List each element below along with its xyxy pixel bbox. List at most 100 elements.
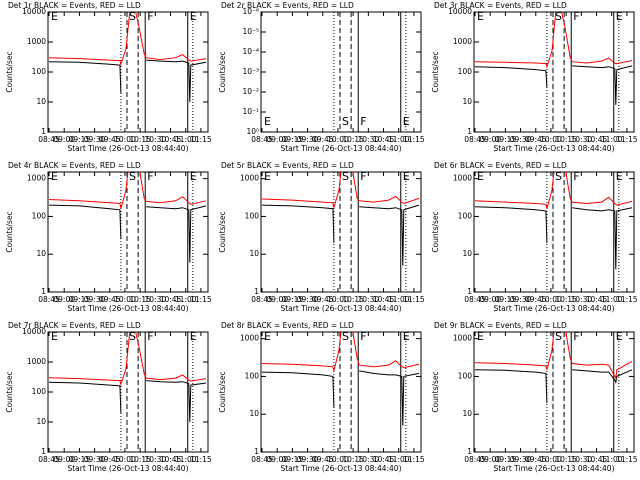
series-line: [48, 332, 207, 387]
x-tick-label: 09:15: [495, 135, 517, 144]
event-label: S: [342, 170, 349, 183]
x-tick-label: 09:00: [53, 455, 75, 464]
panel: Det 6r BLACK = Events, RED = LLD Counts/s…: [431, 161, 638, 313]
event-label: E: [190, 170, 197, 183]
event-label: S: [555, 10, 562, 23]
panel: Det 5r BLACK = Events, RED = LLD Counts/s…: [218, 161, 425, 313]
y-tick-label: 100: [458, 67, 473, 76]
y-axis-label: Counts/sec: [431, 51, 440, 92]
x-tick-label: 10:45: [373, 135, 395, 144]
x-tick-label: 08:45: [464, 455, 486, 464]
x-tick-label: 08:45: [38, 295, 60, 304]
series-line: [48, 204, 207, 263]
panel: Det 7r BLACK = Events, RED = LLD Counts/s…: [5, 321, 212, 473]
x-tick-label: 09:45: [312, 135, 334, 144]
event-label: E: [264, 330, 271, 343]
event-label: S: [555, 330, 562, 343]
event-label: F: [360, 115, 366, 128]
event-label: E: [51, 10, 58, 23]
x-tick-label: 11:15: [190, 135, 212, 144]
x-tick-label: 09:30: [297, 135, 319, 144]
y-tick-label: 10⁻¹: [242, 107, 259, 116]
chart-title: Det 4r BLACK = Events, RED = LLD: [8, 161, 141, 170]
x-tick-label: 08:45: [464, 295, 486, 304]
x-tick-label: 09:15: [69, 135, 91, 144]
y-tick-label: 10⁻⁴: [242, 47, 259, 56]
y-tick-label: 1000: [27, 174, 46, 183]
y-axis-label: Counts/sec: [218, 371, 227, 412]
x-tick-label: 10:45: [586, 455, 608, 464]
plot-frame: [473, 171, 635, 293]
y-tick-label: 1: [467, 447, 472, 456]
y-tick-label: 100: [245, 371, 260, 380]
x-tick-label: 11:00: [175, 455, 197, 464]
x-tick-label: 10:30: [145, 135, 167, 144]
x-tick-label: 10:00: [540, 455, 562, 464]
event-label: S: [129, 330, 136, 343]
x-tick-label: 09:30: [510, 135, 532, 144]
series-line: [474, 369, 633, 403]
event-label: F: [147, 330, 153, 343]
x-tick-label: 10:30: [571, 455, 593, 464]
y-tick-label: 1000: [453, 37, 472, 46]
y-axis-label: Counts/sec: [218, 51, 227, 92]
chart-title: Det 1r BLACK = Events, RED = LLD: [8, 1, 141, 10]
x-tick-label: 10:15: [129, 295, 151, 304]
x-axis-label: Start Time (26-Oct-13 08:44:40): [493, 304, 614, 313]
x-tick-label: 10:15: [555, 295, 577, 304]
x-tick-label: 11:15: [616, 135, 638, 144]
chart-title: Det 5r BLACK = Events, RED = LLD: [221, 161, 354, 170]
event-label: E: [403, 170, 410, 183]
plot-frame: [260, 331, 422, 453]
y-tick-label: 1: [254, 287, 259, 296]
y-tick-label: 10⁻²: [242, 87, 259, 96]
x-tick-label: 10:15: [129, 455, 151, 464]
event-label: F: [573, 330, 579, 343]
x-tick-label: 10:45: [586, 135, 608, 144]
series-line: [48, 12, 207, 67]
y-tick-label: 10: [462, 97, 472, 106]
y-tick-label: 1000: [453, 174, 472, 183]
x-tick-label: 09:30: [84, 295, 106, 304]
x-tick-label: 10:30: [571, 295, 593, 304]
event-label: S: [555, 170, 562, 183]
x-tick-label: 11:00: [175, 295, 197, 304]
series-line: [474, 65, 633, 105]
y-tick-label: 10: [36, 417, 46, 426]
x-tick-label: 10:30: [358, 295, 380, 304]
y-tick-label: 100: [32, 387, 47, 396]
event-label: E: [190, 10, 197, 23]
series-line: [474, 12, 633, 69]
x-tick-label: 10:30: [571, 135, 593, 144]
plot-frame: [260, 171, 422, 293]
chart-title: Det 7r BLACK = Events, RED = LLD: [8, 321, 141, 330]
x-tick-label: 08:45: [251, 455, 273, 464]
x-tick-label: 11:00: [601, 455, 623, 464]
series-line: [48, 172, 207, 209]
y-tick-label: 100: [32, 67, 47, 76]
x-tick-label: 10:45: [373, 455, 395, 464]
x-tick-label: 11:15: [403, 455, 425, 464]
series-line: [474, 172, 633, 209]
x-tick-label: 11:15: [190, 455, 212, 464]
y-tick-label: 10000: [22, 327, 46, 336]
event-label: E: [264, 115, 271, 128]
y-tick-label: 10000: [448, 7, 472, 16]
y-axis-label: Counts/sec: [431, 211, 440, 252]
x-tick-label: 10:00: [327, 295, 349, 304]
event-label: E: [403, 115, 410, 128]
panel: Det 9r BLACK = Events, RED = LLD Counts/s…: [431, 321, 638, 473]
event-label: E: [477, 330, 484, 343]
chart-title: Det 8r BLACK = Events, RED = LLD: [221, 321, 354, 330]
x-tick-label: 09:45: [312, 295, 334, 304]
y-tick-label: 10⁰: [246, 127, 259, 136]
y-tick-label: 1: [254, 447, 259, 456]
plot-frame: [260, 11, 422, 133]
x-tick-label: 10:30: [358, 455, 380, 464]
x-tick-label: 11:00: [388, 295, 410, 304]
x-tick-label: 09:15: [495, 455, 517, 464]
x-tick-label: 09:00: [53, 135, 75, 144]
x-tick-label: 10:15: [555, 455, 577, 464]
event-label: F: [360, 330, 366, 343]
